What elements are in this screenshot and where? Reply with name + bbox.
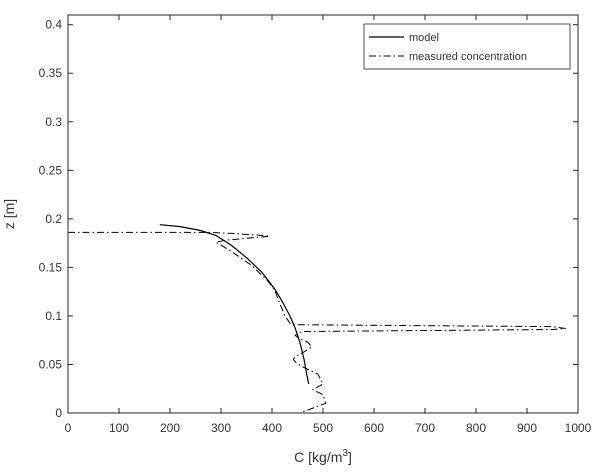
series-line-measured bbox=[68, 231, 566, 414]
y-tick-label: 0.15 bbox=[39, 260, 63, 274]
y-tick-label: 0.05 bbox=[39, 357, 63, 371]
x-axis-label-sup: 3 bbox=[342, 448, 348, 459]
legend-label-measured: measured concentration bbox=[409, 51, 527, 63]
x-tick-label: 200 bbox=[160, 421, 180, 435]
y-tick-label: 0.4 bbox=[45, 18, 62, 32]
tick-layer: 0 100 200 300 400 500 600 700 800 900 1000 0 0.05 0.1… bbox=[39, 15, 592, 435]
x-axis-label-main: C [kg/m bbox=[294, 449, 342, 465]
x-tick-label: 900 bbox=[517, 421, 537, 435]
x-tick-label: 300 bbox=[211, 421, 231, 435]
series-line-model bbox=[159, 224, 310, 385]
y-tick-label: 0.25 bbox=[39, 163, 63, 177]
legend: model measured concentration bbox=[363, 23, 571, 70]
x-tick-label: 100 bbox=[109, 421, 129, 435]
y-tick-label: 0.1 bbox=[45, 309, 62, 323]
x-axis-label-suffix: ] bbox=[348, 449, 352, 465]
legend-box bbox=[363, 23, 571, 70]
y-tick-label: 0.35 bbox=[39, 66, 63, 80]
y-tick-label: 0.3 bbox=[45, 115, 62, 129]
y-tick-label: 0.2 bbox=[45, 212, 62, 226]
x-tick-label: 700 bbox=[415, 421, 435, 435]
x-tick-label: 1000 bbox=[565, 421, 592, 435]
y-axis-label: z [m] bbox=[1, 199, 17, 229]
x-tick-label: 800 bbox=[466, 421, 486, 435]
y-tick-label: 0 bbox=[55, 406, 62, 420]
legend-label-model: model bbox=[409, 32, 439, 44]
series-layer bbox=[68, 224, 566, 414]
x-tick-label: 400 bbox=[262, 421, 282, 435]
x-tick-label: 0 bbox=[65, 421, 72, 435]
x-tick-label: 600 bbox=[364, 421, 384, 435]
x-tick-label: 500 bbox=[313, 421, 333, 435]
plot-area bbox=[68, 15, 578, 413]
x-axis-label: C [kg/m3] bbox=[294, 448, 352, 465]
